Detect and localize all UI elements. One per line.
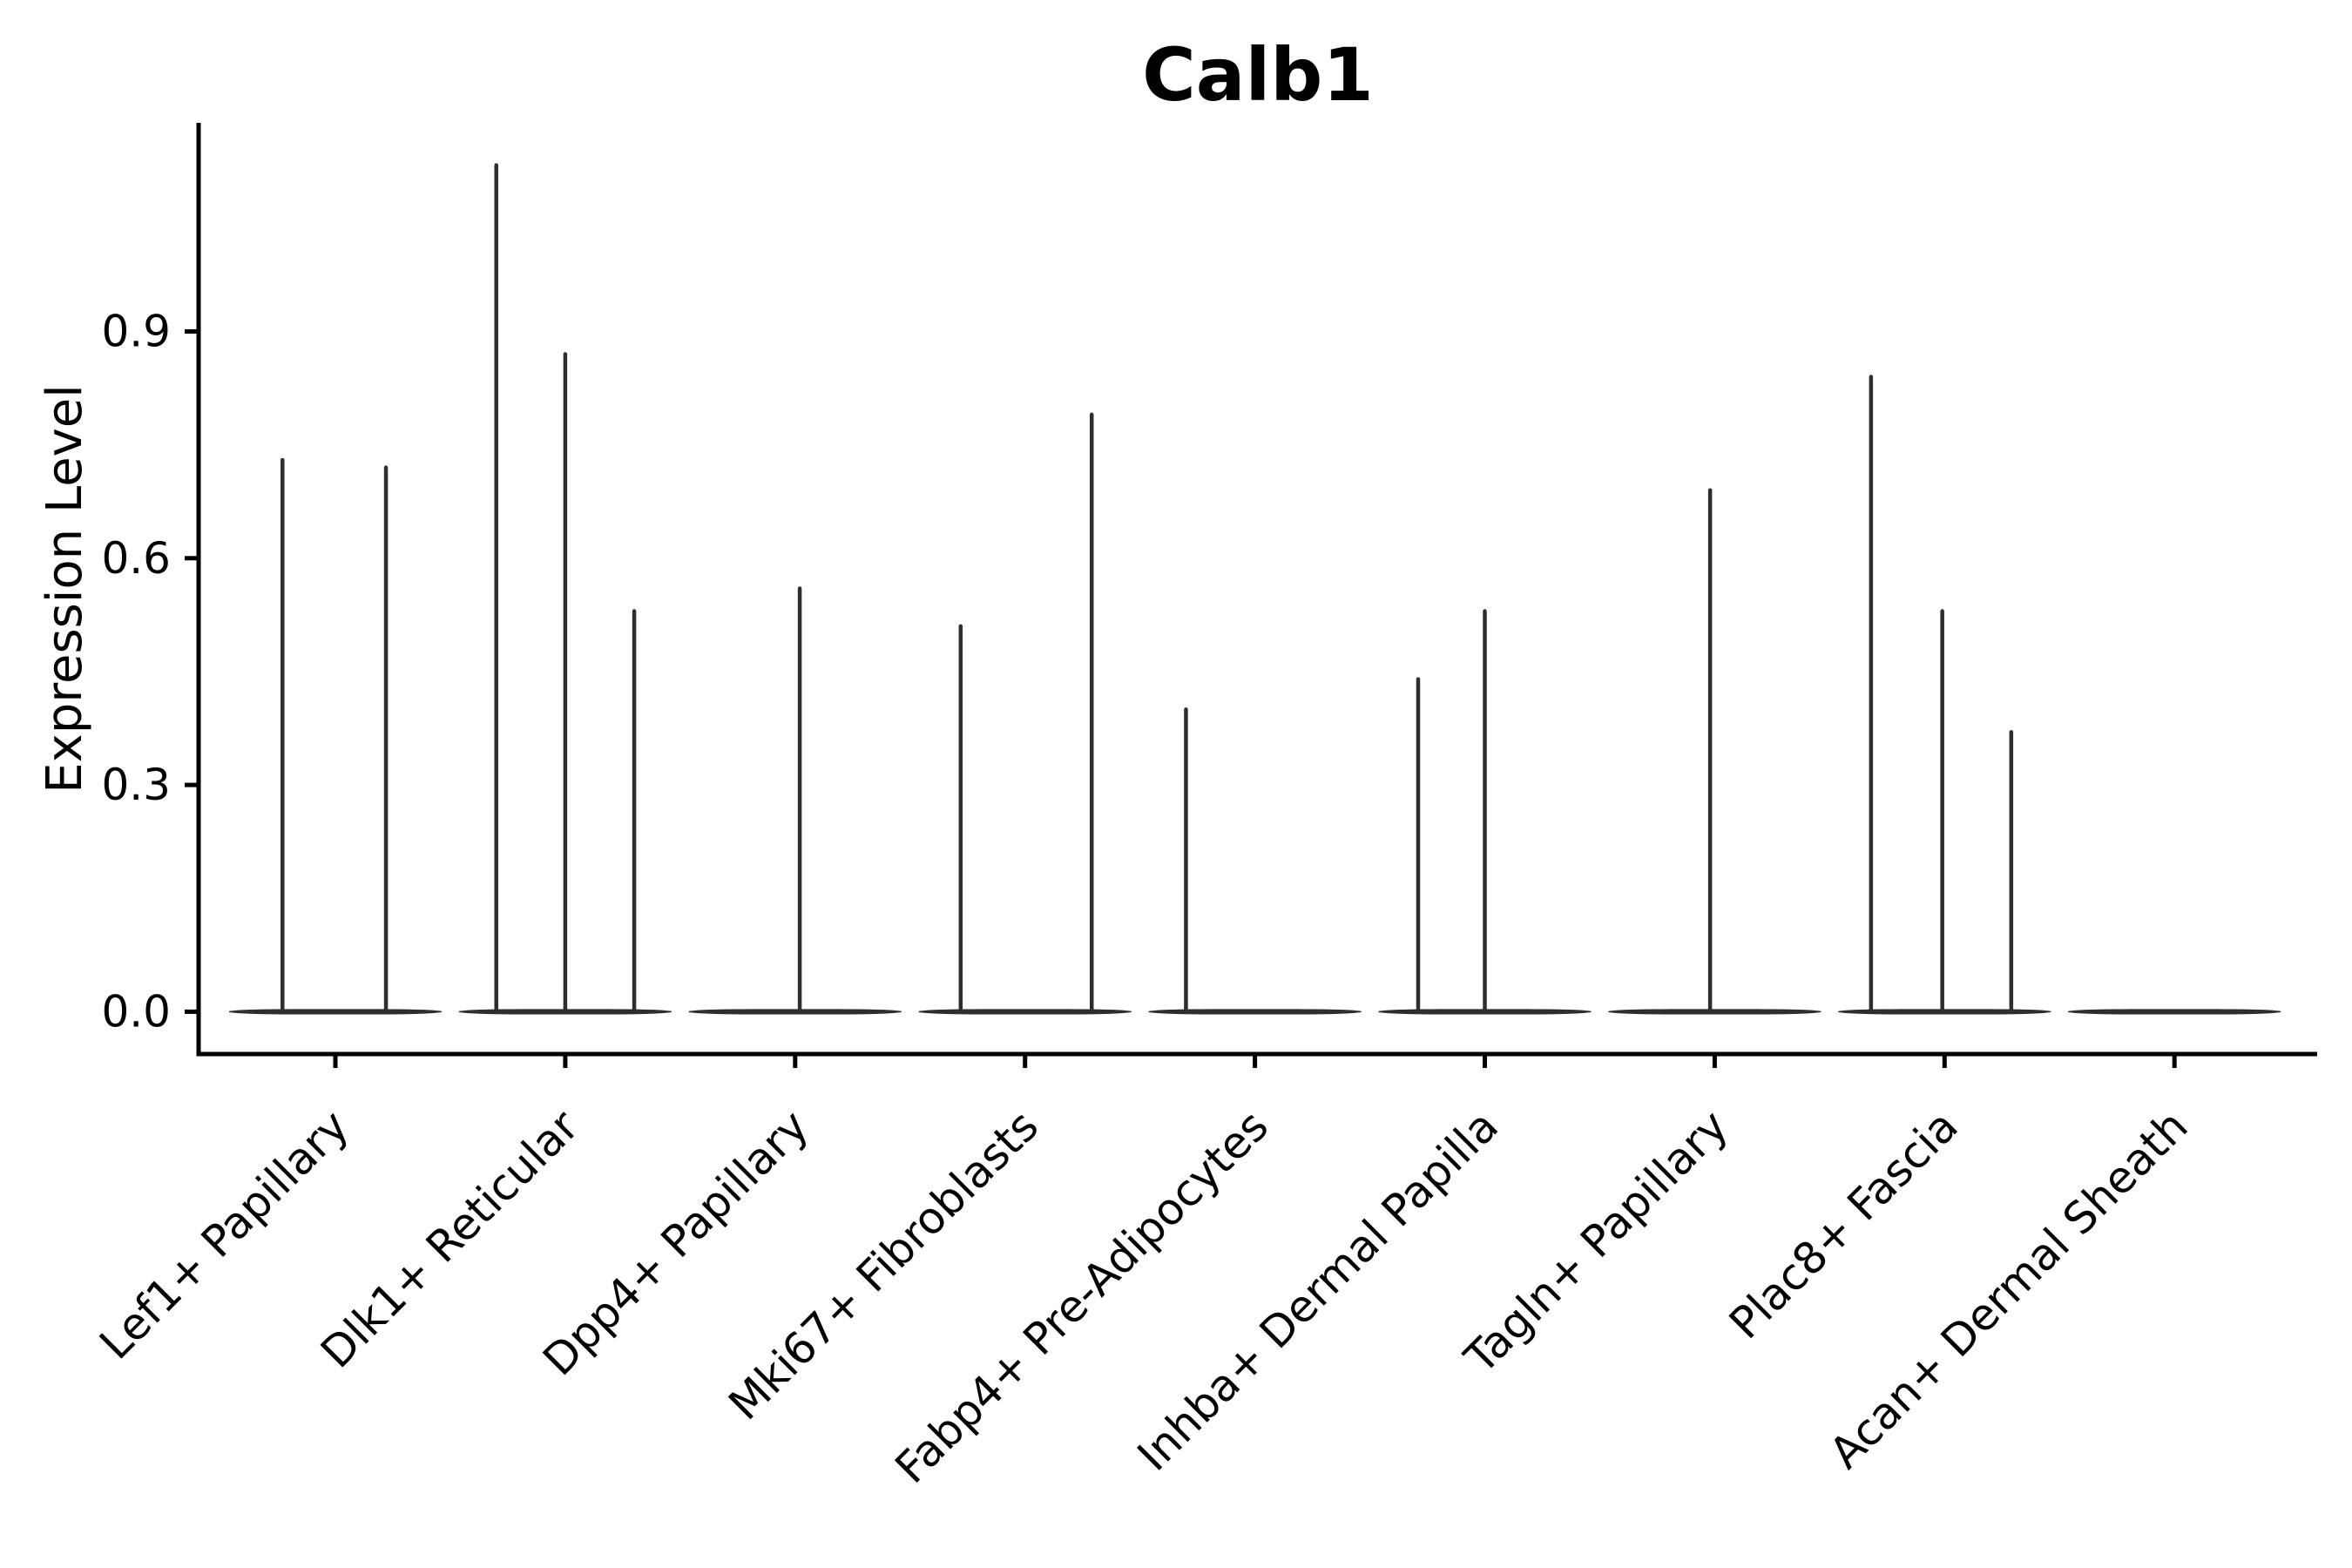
violin-body	[688, 1009, 902, 1015]
y-tick-label: 0.9	[101, 306, 171, 356]
x-tick-label: Fabp4+ Pre-Adipocytes	[886, 1100, 1279, 1493]
y-tick-label: 0.6	[101, 533, 171, 584]
plot-title: Calb1	[1142, 32, 1374, 118]
violin-body	[2068, 1009, 2281, 1015]
violin-body	[918, 1009, 1132, 1015]
y-axis-label: Expression Level	[37, 384, 93, 794]
violin-body	[1838, 1009, 2051, 1015]
x-tick-label: Plac8+ Fascia	[1720, 1100, 1968, 1348]
x-tick-label: Lef1+ Papillary	[90, 1100, 358, 1369]
y-tick-label: 0.0	[101, 986, 171, 1037]
violin-body	[1148, 1009, 1362, 1015]
violin-body	[1608, 1009, 1821, 1015]
y-tick-label: 0.3	[101, 760, 171, 810]
violin-body	[228, 1009, 443, 1015]
